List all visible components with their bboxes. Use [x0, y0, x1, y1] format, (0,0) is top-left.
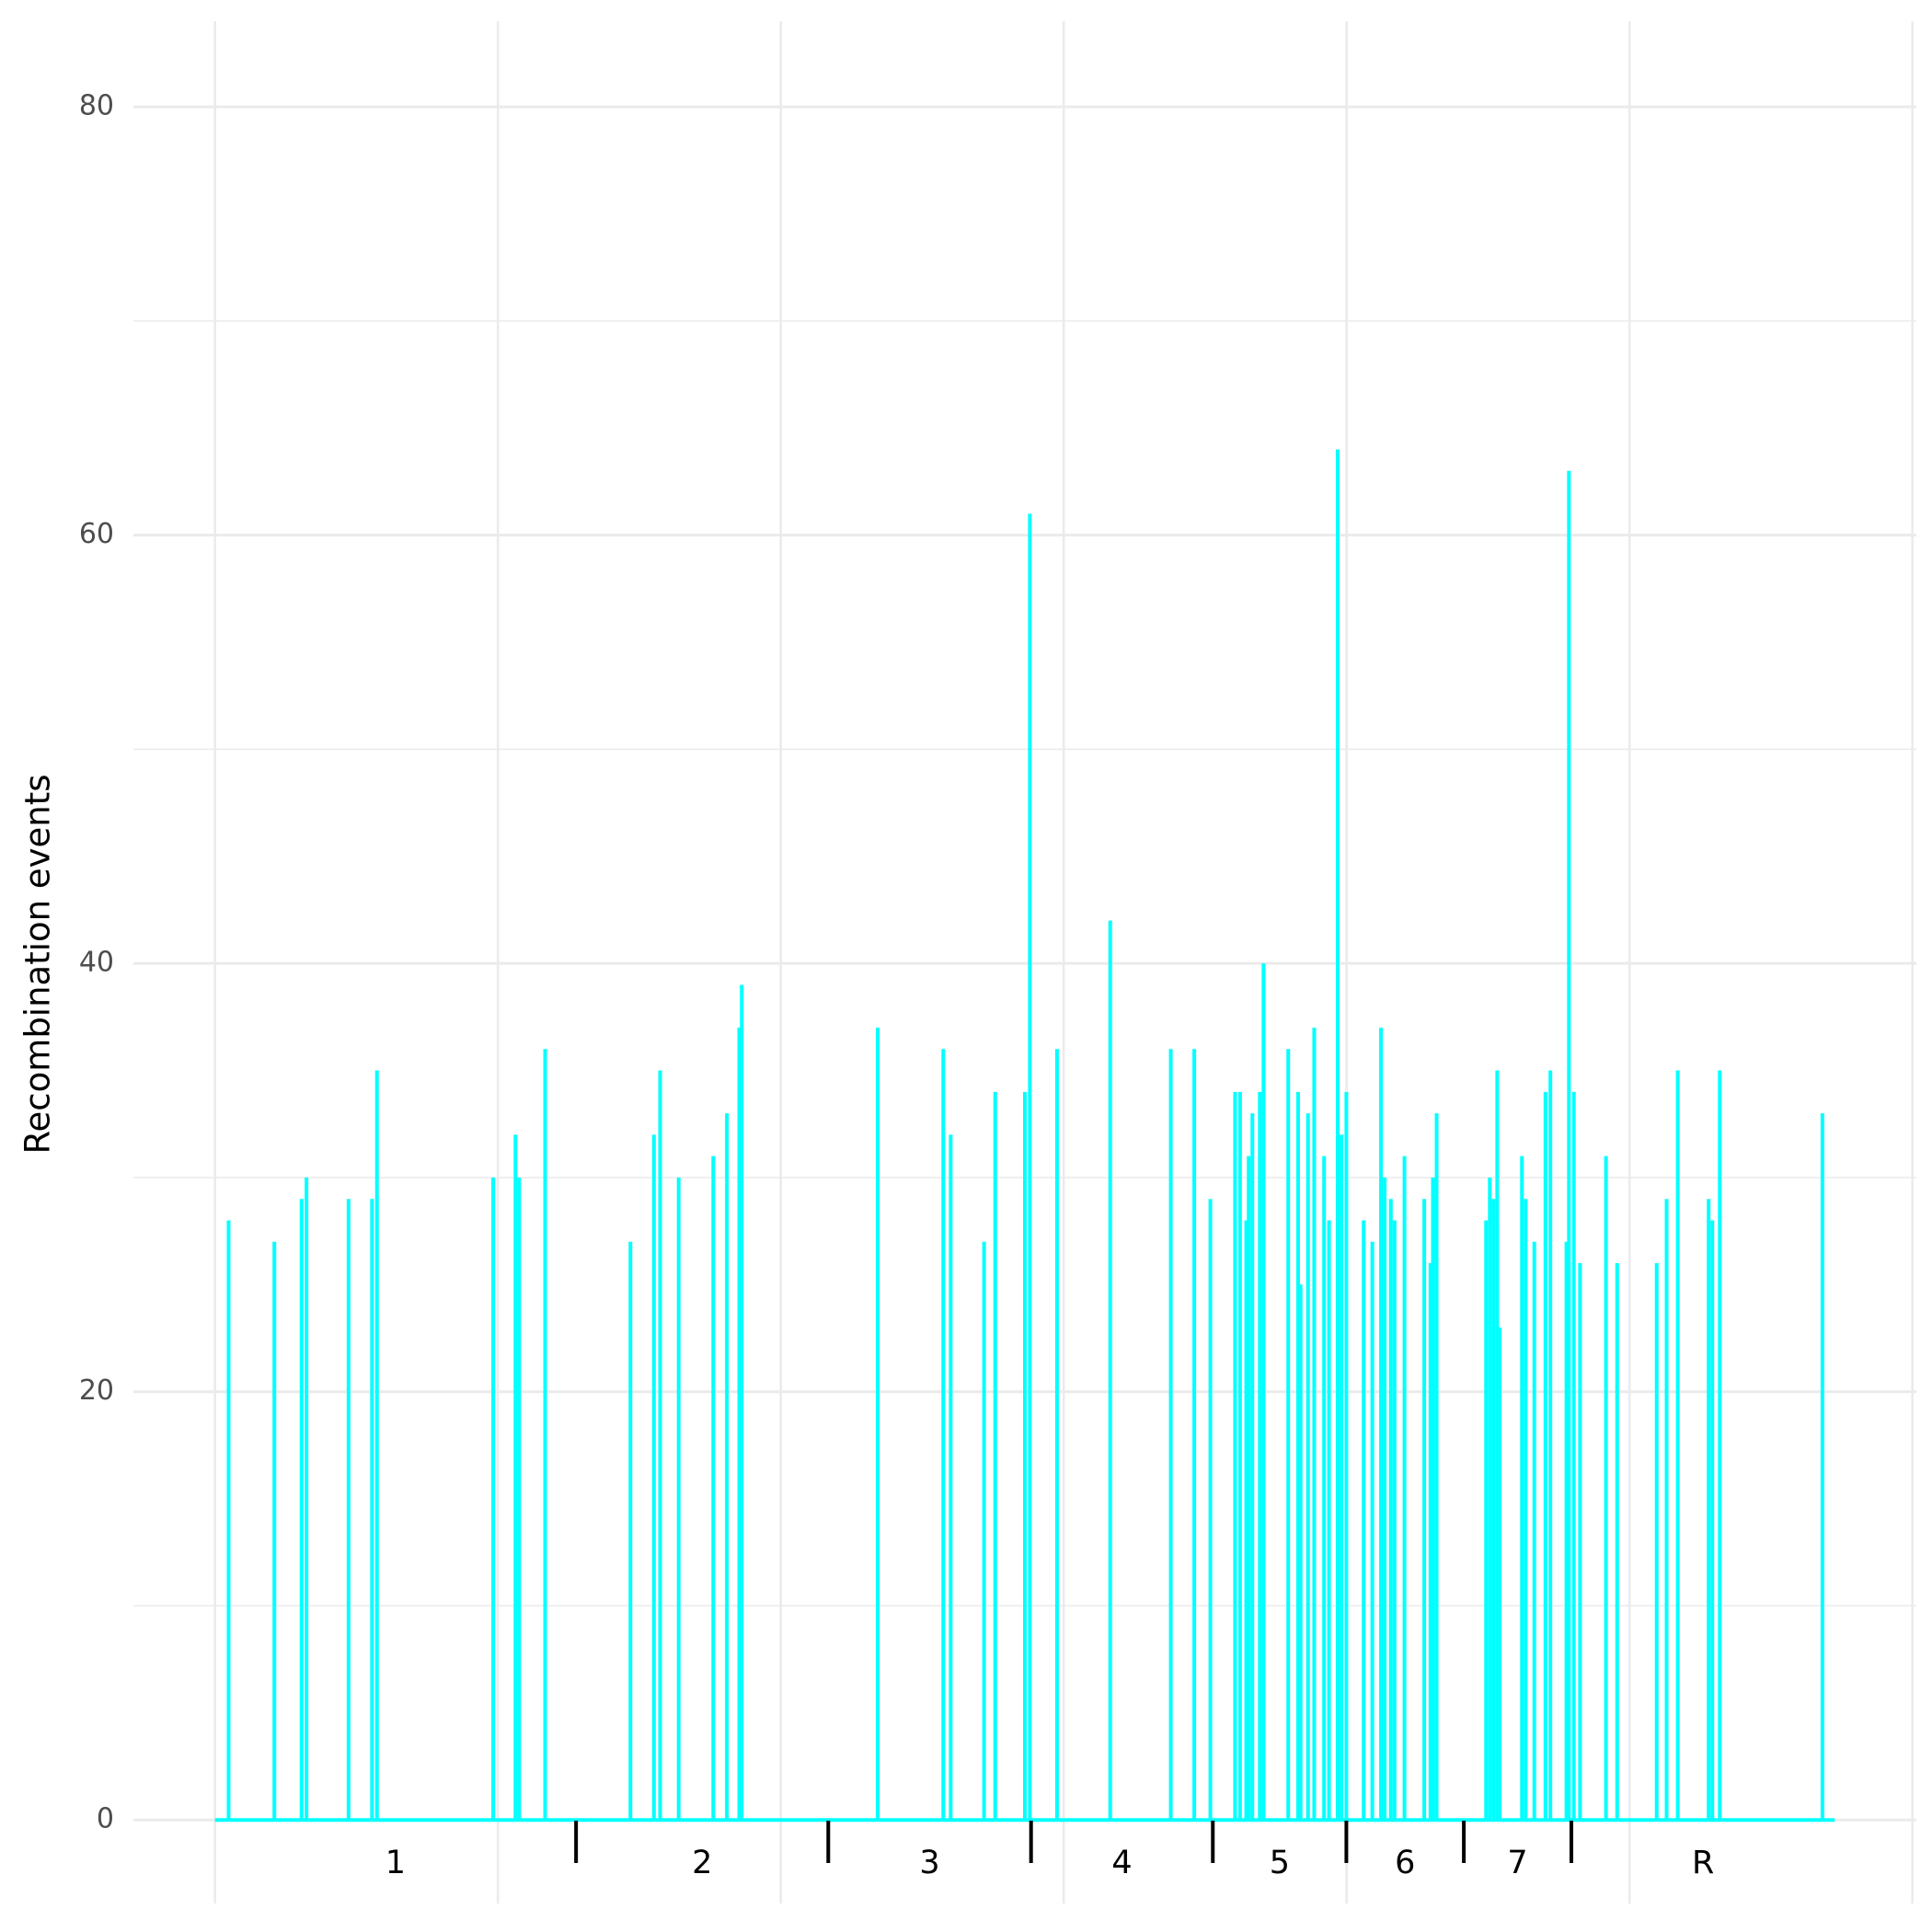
region-label: 2 — [692, 1845, 712, 1881]
region-label: 6 — [1395, 1845, 1415, 1881]
y-tick-label: 80 — [79, 90, 114, 122]
y-tick-label: 60 — [79, 518, 114, 550]
y-axis-title: Recombination events — [18, 774, 58, 1154]
region-label: 3 — [919, 1845, 939, 1881]
region-label: 5 — [1270, 1845, 1290, 1881]
y-tick-label: 0 — [97, 1803, 114, 1835]
region-label: 1 — [385, 1845, 406, 1881]
region-label: 7 — [1507, 1845, 1527, 1881]
region-label: 4 — [1111, 1845, 1132, 1881]
y-tick-label: 40 — [79, 947, 114, 979]
region-label: R — [1692, 1845, 1714, 1881]
y-tick-label: 20 — [79, 1374, 114, 1407]
